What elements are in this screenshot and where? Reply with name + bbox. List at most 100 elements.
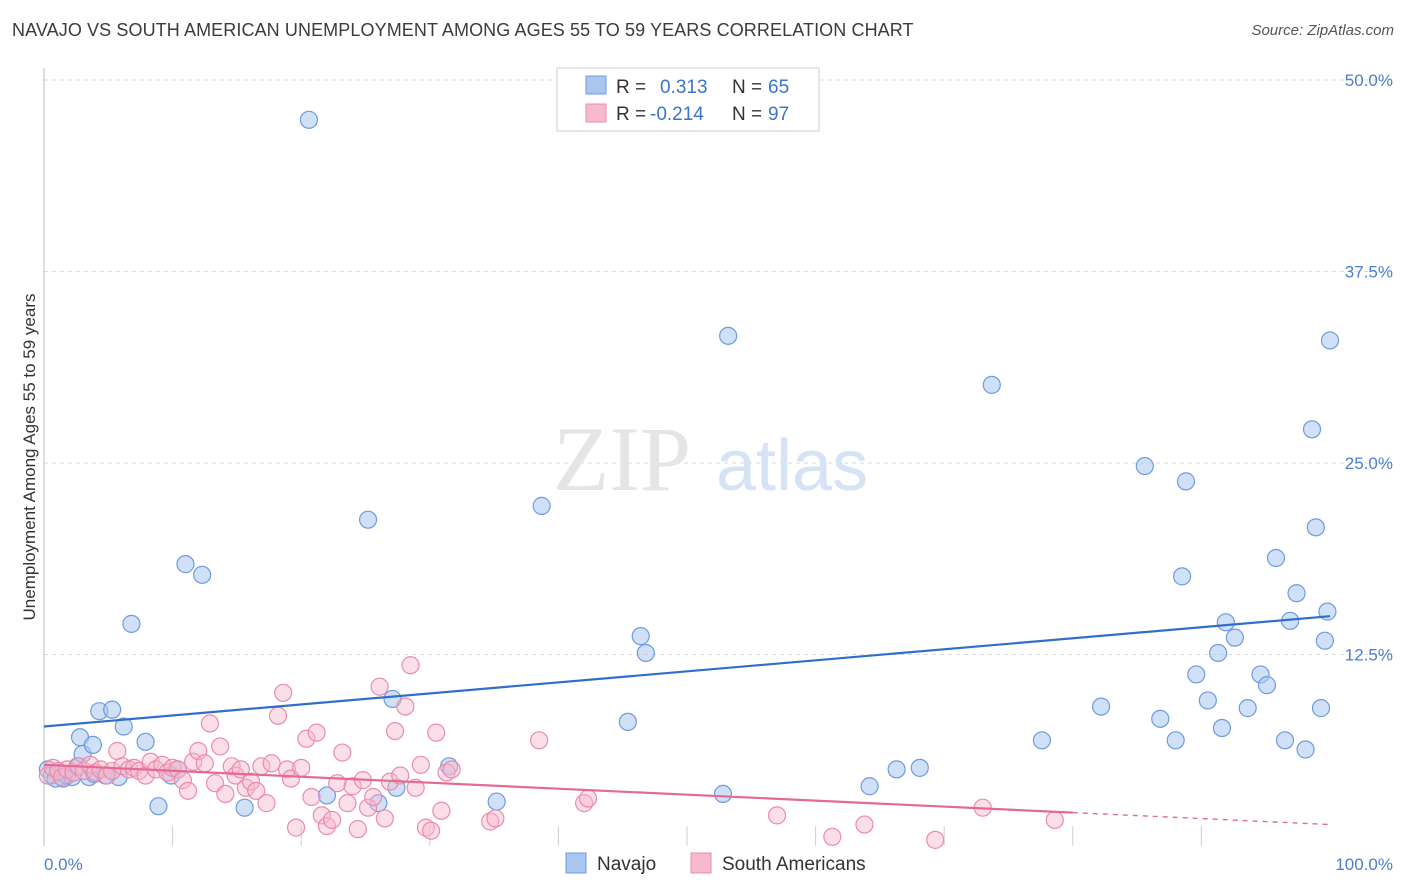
navajo-r-label: R = — [616, 77, 646, 98]
south-american-point-64 — [375, 809, 394, 828]
south-american-point-13 — [108, 741, 127, 761]
navajo-point-59 — [1257, 676, 1277, 695]
navajo-point-47 — [1151, 709, 1170, 728]
south-american-point-77 — [442, 760, 461, 779]
south-american-point-76 — [437, 763, 456, 782]
south-american-point-70 — [406, 778, 425, 797]
south-american-point-48 — [292, 758, 311, 777]
legend-south-americans-label: South Americans — [722, 854, 866, 875]
south-american-point-45 — [277, 760, 297, 779]
x-axis-ticks — [172, 826, 1202, 846]
south-american-point-26 — [178, 781, 198, 800]
navajo-point-25 — [235, 798, 254, 817]
navajo-point-23 — [176, 555, 195, 574]
south-american-points — [38, 656, 1064, 849]
south-american-point-69 — [401, 656, 420, 675]
south-american-point-49 — [297, 729, 316, 748]
navajo-point-70 — [1320, 331, 1340, 350]
navajo-points — [38, 110, 1340, 817]
legend-navajo-swatch — [565, 852, 587, 874]
legend-navajo-label: Navajo — [597, 854, 656, 875]
navajo-point-53 — [1209, 643, 1228, 663]
south-american-point-27 — [184, 752, 203, 771]
navajo-point-49 — [1173, 567, 1192, 586]
navajo-point-66 — [1306, 518, 1325, 537]
south-american-point-74 — [427, 723, 446, 742]
south-american-point-80 — [530, 731, 549, 750]
navajo-point-63 — [1287, 584, 1306, 603]
south-american-point-59 — [348, 820, 367, 839]
south-americans-r-value: -0.214 — [650, 104, 704, 125]
south-americans-n-label: N = — [732, 104, 762, 125]
south-americans-swatch — [585, 103, 607, 123]
south-american-point-66 — [385, 721, 405, 741]
navajo-point-36 — [631, 627, 650, 646]
south-american-point-73 — [421, 821, 441, 840]
south-american-point-75 — [432, 801, 451, 820]
south-american-point-52 — [312, 806, 331, 825]
legend-south-americans-swatch — [690, 852, 712, 874]
gridlines — [44, 79, 1392, 655]
navajo-point-60 — [1266, 548, 1286, 568]
navajo-point-46 — [1135, 456, 1154, 476]
navajo-swatch — [585, 75, 607, 95]
navajo-point-48 — [1166, 731, 1185, 750]
south-american-point-86 — [926, 830, 945, 849]
source-label: Source: ZipAtlas.com — [1251, 22, 1394, 39]
south-american-point-57 — [338, 794, 357, 813]
south-american-point-72 — [416, 818, 436, 837]
navajo-point-37 — [636, 643, 655, 663]
chart-title: NAVAJO VS SOUTH AMERICAN UNEMPLOYMENT AM… — [12, 20, 914, 40]
south-american-point-29 — [195, 754, 214, 773]
south-american-point-30 — [200, 714, 219, 733]
navajo-point-16 — [114, 717, 133, 736]
navajo-point-18 — [122, 614, 141, 633]
navajo-point-57 — [1238, 699, 1257, 718]
y-tick-label-0: 12.5% — [1345, 646, 1393, 665]
navajo-point-50 — [1176, 472, 1196, 491]
south-american-point-44 — [274, 683, 293, 702]
navajo-point-41 — [887, 760, 906, 779]
south-american-point-85 — [855, 815, 874, 834]
south-american-point-39 — [247, 781, 266, 800]
south-american-point-24 — [168, 760, 187, 779]
x-tick-label-0: 0.0% — [44, 855, 83, 874]
navajo-point-27 — [317, 786, 337, 805]
stats-legend: R = 0.313 N = 65 R = -0.214 N = 97 — [556, 67, 820, 132]
south-american-point-43 — [268, 706, 288, 725]
navajo-point-19 — [136, 732, 155, 751]
south-american-point-67 — [391, 766, 410, 785]
navajo-n-label: N = — [732, 77, 762, 98]
navajo-point-26 — [299, 110, 319, 129]
navajo-point-20 — [149, 797, 168, 816]
navajo-point-55 — [1216, 613, 1235, 632]
navajo-point-61 — [1275, 731, 1295, 750]
south-americans-n-value: 97 — [768, 104, 789, 125]
south-american-point-33 — [216, 784, 235, 804]
south-american-point-79 — [486, 809, 505, 828]
navajo-point-40 — [860, 777, 879, 796]
south-american-point-42 — [262, 754, 281, 773]
south-american-point-38 — [241, 772, 261, 791]
south-american-point-82 — [578, 789, 598, 808]
south-american-point-51 — [307, 723, 326, 742]
south-american-point-41 — [257, 794, 276, 813]
navajo-point-35 — [618, 712, 637, 732]
south-american-point-61 — [358, 798, 378, 817]
y-tick-label-1: 25.0% — [1345, 454, 1393, 473]
navajo-point-33 — [487, 792, 506, 811]
navajo-point-24 — [193, 565, 212, 584]
south-american-point-50 — [302, 787, 321, 807]
navajo-point-68 — [1315, 631, 1334, 650]
south-american-point-63 — [370, 677, 389, 696]
south-americans-r-label: R = — [616, 104, 646, 125]
series-legend: Navajo South Americans — [565, 852, 866, 875]
watermark-zip: ZIP — [553, 408, 691, 510]
navajo-point-34 — [532, 496, 551, 515]
y-axis-label: Unemployment Among Ages 55 to 59 years — [20, 294, 39, 621]
watermark: ZIP atlas — [553, 408, 868, 510]
navajo-r-value: 0.313 — [660, 77, 708, 98]
navajo-point-51 — [1187, 665, 1206, 684]
x-tick-labels: 0.0% 100.0% — [44, 855, 1393, 874]
